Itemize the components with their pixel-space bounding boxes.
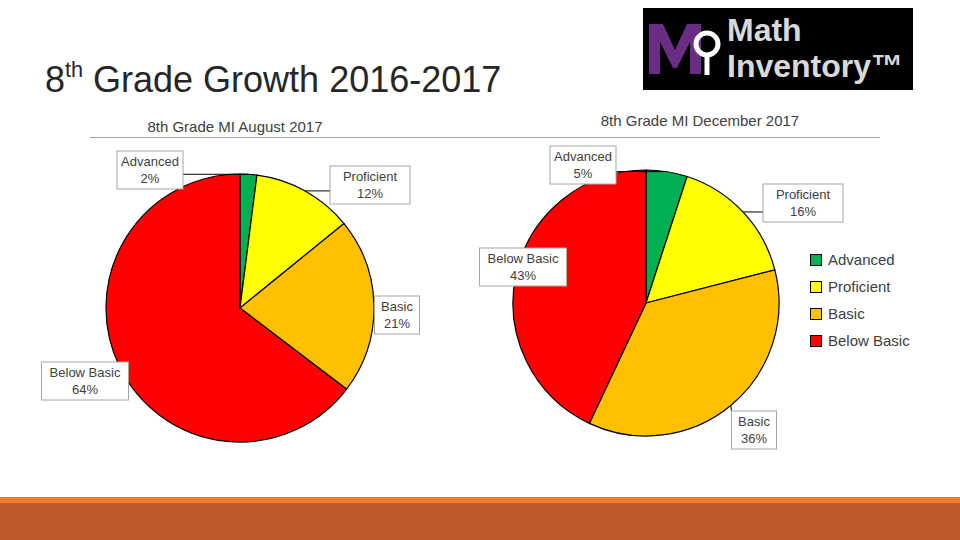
html-text:Basic: Basic bbox=[828, 305, 865, 322]
html-text:Advanced: Advanced bbox=[828, 251, 895, 268]
html-text:Proficient: Proficient bbox=[828, 278, 891, 295]
svg-text:Below Basic: Below Basic bbox=[488, 251, 559, 266]
html-text:Inventory™: Inventory™ bbox=[727, 48, 903, 84]
svg-text:Basic: Basic bbox=[381, 299, 413, 314]
svg-text:64%: 64% bbox=[72, 382, 98, 397]
svg-text:Basic: Basic bbox=[738, 414, 770, 429]
html-text:Math: Math bbox=[727, 12, 802, 48]
html-text:8th Grade MI August 2017: 8th Grade MI August 2017 bbox=[147, 118, 323, 135]
svg-text:5%: 5% bbox=[574, 166, 593, 181]
svg-text:Advanced: Advanced bbox=[121, 154, 179, 169]
svg-text:43%: 43% bbox=[510, 268, 536, 283]
svg-text:21%: 21% bbox=[384, 316, 410, 331]
svg-text:Below Basic: Below Basic bbox=[50, 365, 121, 380]
svg-text:16%: 16% bbox=[790, 204, 816, 219]
svg-text:2%: 2% bbox=[141, 171, 160, 186]
svg-text:Proficient: Proficient bbox=[343, 169, 398, 184]
html-text:8th Grade MI December 2017: 8th Grade MI December 2017 bbox=[600, 112, 800, 129]
svg-text:12%: 12% bbox=[357, 186, 383, 201]
html-text:Below Basic: Below Basic bbox=[828, 332, 910, 349]
svg-text:36%: 36% bbox=[741, 431, 767, 446]
html-text:8thGrade Growth 2016-2017: 8thGrade Growth 2016-2017 bbox=[45, 56, 502, 100]
svg-text:Advanced: Advanced bbox=[554, 149, 612, 164]
svg-text:Proficient: Proficient bbox=[776, 187, 831, 202]
